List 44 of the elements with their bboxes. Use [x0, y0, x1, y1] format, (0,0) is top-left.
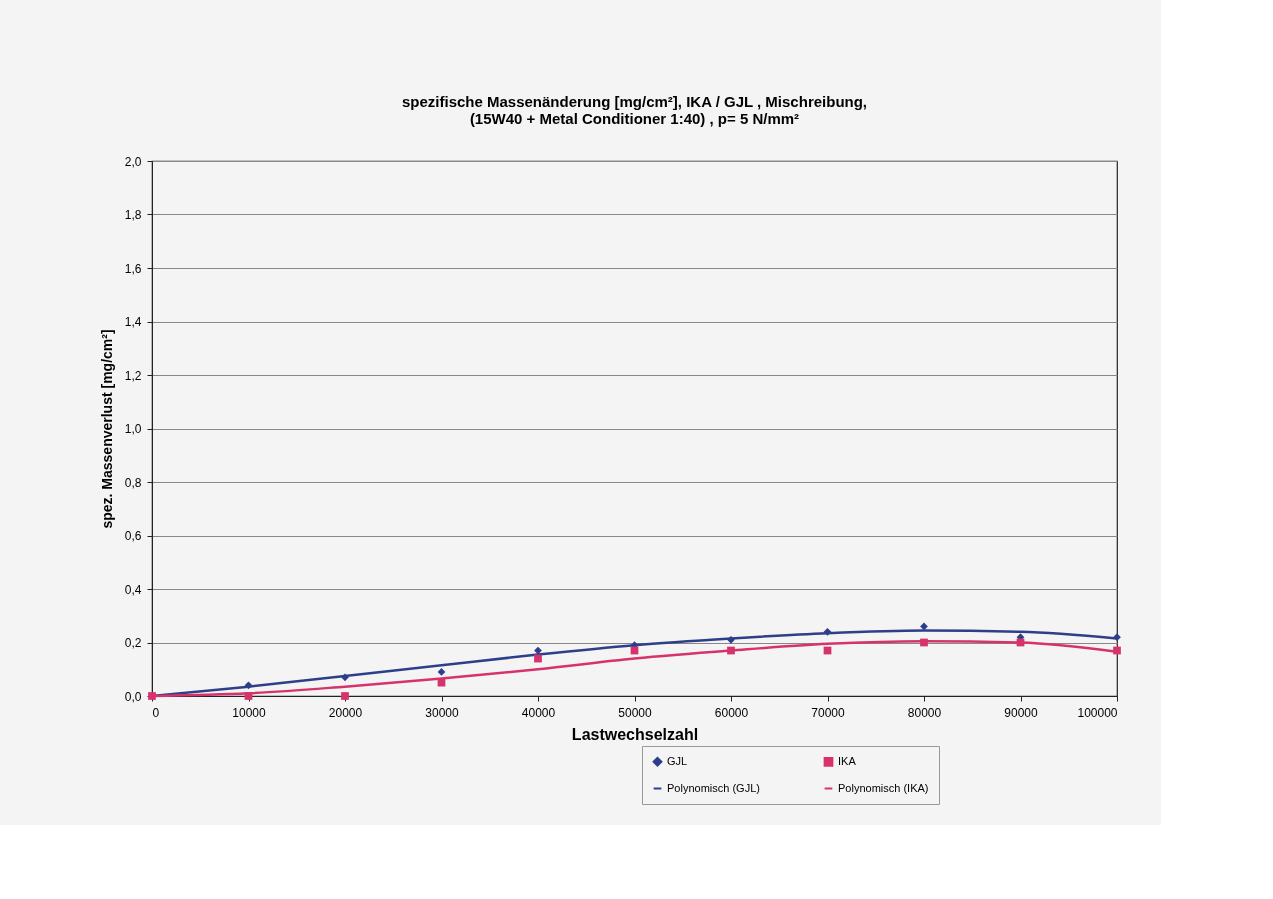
y-tick-label: 2,0	[124, 154, 142, 169]
x-tick-label: 90000	[1004, 705, 1039, 720]
legend-label: Polynomisch (IKA)	[838, 781, 929, 794]
x-tick-label: 80000	[907, 705, 942, 720]
x-tick-label: 0	[152, 705, 160, 720]
x-axis-title: Lastwechselzahl	[571, 725, 699, 743]
y-tick-label: 1,2	[124, 368, 142, 383]
y-tick-label: 1,8	[124, 208, 142, 222]
y-axis-title: spez. Massenverlust [mg/cm²]	[98, 329, 115, 529]
x-tick-label: 10000	[232, 705, 267, 720]
point	[823, 627, 832, 636]
legend-label: Polynomisch (GJL)	[667, 781, 760, 794]
y-tick-label: 1,0	[124, 422, 142, 436]
point	[920, 622, 928, 631]
point	[341, 673, 349, 682]
y-tick-label: 0,6	[124, 529, 142, 543]
y-tick-label: 0,8	[124, 475, 142, 490]
point	[727, 635, 735, 644]
x-tick-label: 70000	[811, 705, 846, 720]
x-tick-label: 30000	[425, 705, 460, 720]
text: spezifische Massenänderung [mg/cm²], IKA / GJL , Mischreibung,	[401, 93, 868, 110]
y-tick-label: 1,4	[124, 315, 142, 329]
y-tick-label: 0,2	[124, 636, 142, 650]
point	[727, 646, 735, 655]
point	[534, 654, 542, 663]
legend-label: IKA	[838, 754, 857, 767]
point	[244, 681, 253, 690]
text: (15W40 + Metal Conditioner 1:40) , p= 5 N/mm²	[469, 110, 800, 127]
x-tick-label: 40000	[521, 705, 556, 720]
y-tick-label: 0,0	[124, 689, 142, 704]
point	[341, 692, 349, 700]
x-tick-label: 60000	[714, 705, 749, 720]
legend-label: GJL	[667, 754, 688, 767]
y-tick-label: 1,6	[124, 261, 142, 276]
point	[534, 646, 542, 655]
point	[1113, 646, 1121, 655]
x-tick-label: 50000	[618, 705, 653, 720]
x-tick-label: 100000	[1077, 705, 1118, 720]
y-tick-label: 0,4	[124, 582, 142, 597]
point	[1113, 633, 1121, 642]
point	[437, 668, 446, 676]
point	[244, 692, 253, 700]
x-tick-label: 20000	[328, 705, 363, 720]
point	[920, 638, 928, 647]
